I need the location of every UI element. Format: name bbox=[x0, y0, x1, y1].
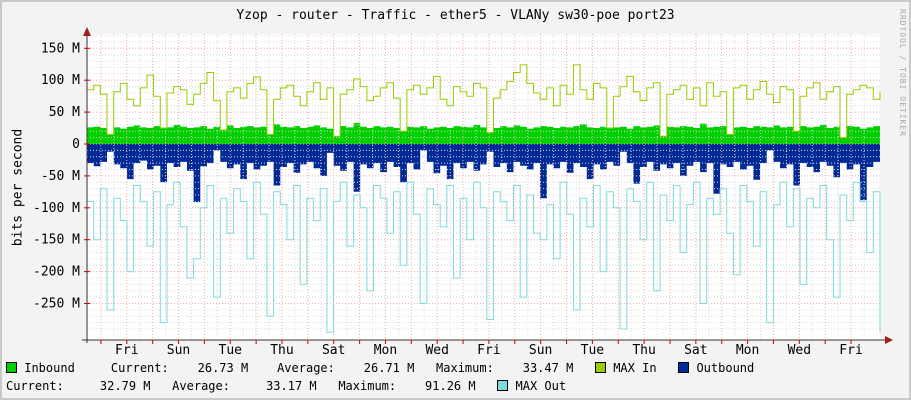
x-tick-label: Sun bbox=[529, 343, 552, 358]
y-tick-label: 0 bbox=[72, 137, 80, 152]
y-tick-label: -100 M bbox=[33, 201, 80, 216]
x-tick-label: Wed bbox=[425, 343, 448, 358]
x-tick-label: Fri bbox=[477, 343, 500, 358]
x-tick-label: Sat bbox=[322, 343, 345, 358]
x-tick-label: Thu bbox=[270, 343, 293, 358]
y-tick-label: -50 M bbox=[41, 169, 80, 184]
x-axis-arrow-icon bbox=[885, 336, 893, 344]
legend-outbound-stats: Current: 32.79 M Average: 33.17 M Maximu… bbox=[6, 379, 498, 393]
x-tick-label: Fri bbox=[115, 343, 138, 358]
x-tick-label: Mon bbox=[736, 343, 759, 358]
y-tick-label: -250 M bbox=[33, 297, 80, 312]
y-tick-label: 50 M bbox=[49, 105, 80, 120]
y-tick-label: 150 M bbox=[41, 41, 80, 56]
legend-outbound-label: Outbound bbox=[689, 361, 755, 375]
graph-title: Yzop - router - Traffic - ether5 - VLANy… bbox=[236, 8, 675, 23]
x-tick-label: Mon bbox=[374, 343, 397, 358]
legend-max-in-label: MAX In bbox=[605, 361, 679, 375]
legend-inbound-stats: Inbound Current: 26.73 M Average: 26.71 … bbox=[17, 361, 595, 375]
x-tick-label: Sat bbox=[684, 343, 707, 358]
max-in-line bbox=[87, 64, 881, 139]
legend-max-out-label: MAX Out bbox=[508, 379, 567, 393]
x-tick-label: Tue bbox=[581, 343, 605, 358]
x-tick-label: Sun bbox=[167, 343, 190, 358]
x-tick-label: Wed bbox=[788, 343, 811, 358]
inbound-area bbox=[87, 122, 880, 144]
x-tick-label: Fri bbox=[839, 343, 862, 358]
max-out-swatch bbox=[497, 380, 509, 391]
y-tick-label: -150 M bbox=[33, 233, 80, 248]
y-tick-label: -200 M bbox=[33, 265, 80, 280]
outbound-area bbox=[87, 144, 880, 203]
max-in-swatch bbox=[594, 362, 606, 373]
outbound-swatch bbox=[678, 362, 690, 373]
inbound-swatch bbox=[6, 362, 17, 373]
max-out-line bbox=[87, 181, 881, 333]
y-axis-arrow-icon bbox=[83, 27, 91, 36]
y-tick-label: 100 M bbox=[41, 73, 80, 88]
x-tick-label: Thu bbox=[632, 343, 655, 358]
x-tick-label: Tue bbox=[219, 343, 243, 358]
legend-row-2: Current: 32.79 M Average: 33.17 M Maximu… bbox=[6, 379, 566, 393]
legend-row-1: Inbound Current: 26.73 M Average: 26.71 … bbox=[6, 361, 754, 375]
